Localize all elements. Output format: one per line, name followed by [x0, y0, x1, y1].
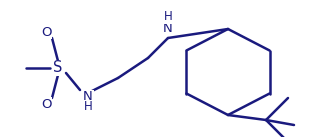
- Text: O: O: [41, 98, 51, 111]
- Text: H: H: [164, 11, 172, 24]
- Text: O: O: [41, 25, 51, 38]
- Text: H: H: [84, 101, 92, 113]
- Text: S: S: [53, 61, 63, 75]
- Text: N: N: [83, 91, 93, 103]
- Text: N: N: [163, 22, 173, 35]
